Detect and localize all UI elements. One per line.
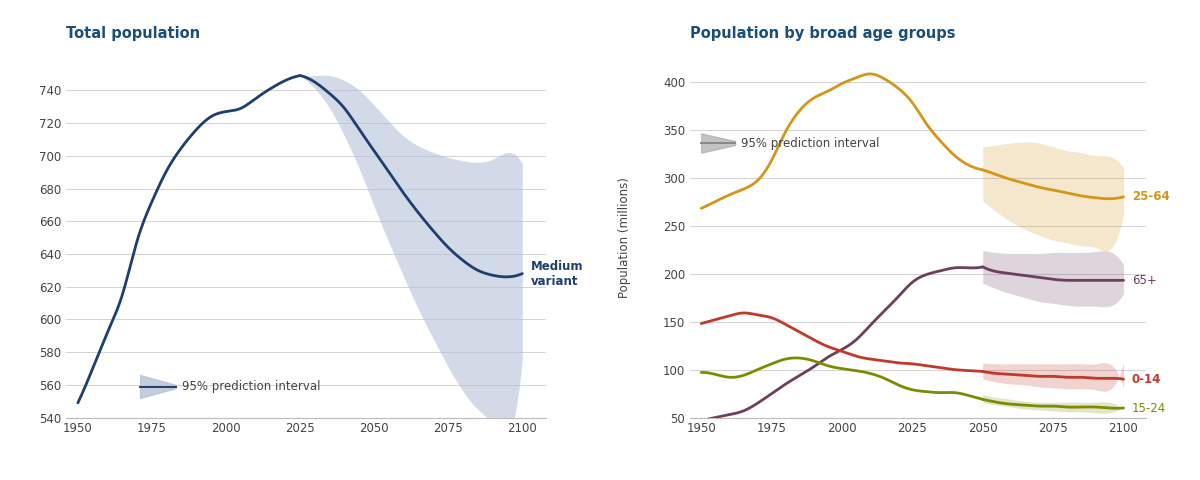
Text: Population by broad age groups: Population by broad age groups: [690, 26, 955, 41]
Y-axis label: Population (millions): Population (millions): [618, 177, 631, 298]
Text: 0-14: 0-14: [1132, 372, 1162, 386]
Text: 15-24: 15-24: [1132, 401, 1166, 415]
Text: Medium
variant: Medium variant: [532, 260, 583, 288]
Text: 95% prediction interval: 95% prediction interval: [181, 380, 320, 393]
Text: 65+: 65+: [1132, 274, 1157, 287]
Text: Total population: Total population: [66, 26, 200, 41]
Text: 25-64: 25-64: [1132, 190, 1170, 204]
Text: 95% prediction interval: 95% prediction interval: [740, 136, 880, 150]
